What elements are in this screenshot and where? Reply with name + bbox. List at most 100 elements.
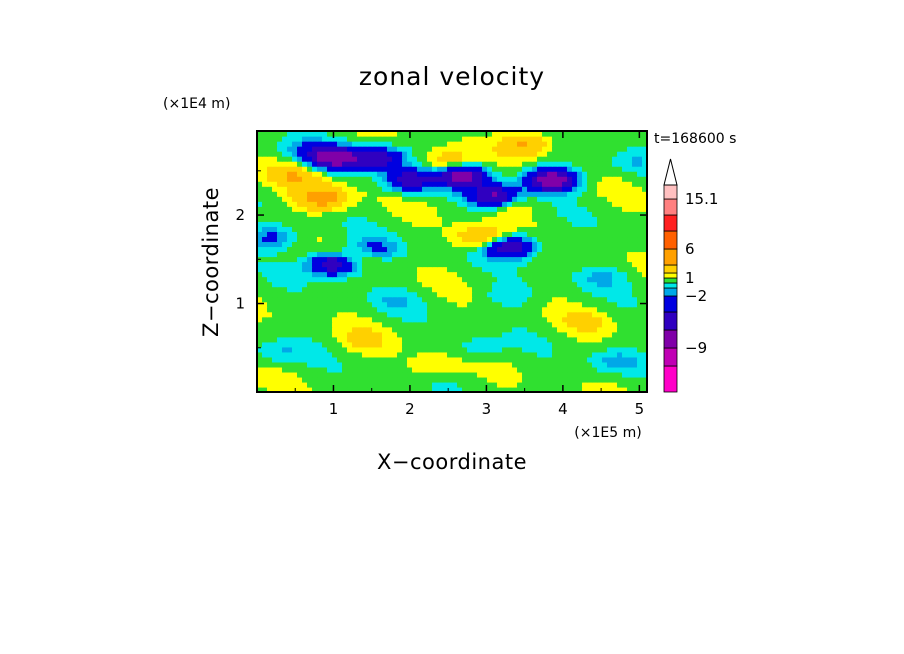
contour-cell — [362, 161, 368, 167]
contour-cell — [477, 186, 483, 192]
contour-cell — [492, 326, 498, 333]
contour-cell — [287, 141, 293, 147]
contour-cell — [622, 356, 628, 363]
contour-cell — [277, 286, 283, 293]
contour-cell — [567, 136, 573, 142]
contour-cell — [342, 181, 348, 187]
contour-cell — [457, 256, 463, 263]
contour-cell — [482, 306, 488, 313]
contour-cell — [487, 371, 493, 378]
contour-cell — [437, 211, 443, 217]
contour-cell — [637, 381, 643, 388]
contour-cell — [562, 231, 568, 238]
contour-cell — [557, 226, 563, 232]
contour-cell — [432, 251, 438, 258]
contour-cell — [402, 311, 408, 318]
contour-cell — [397, 246, 403, 253]
contour-cell — [537, 326, 543, 333]
contour-cell — [492, 176, 498, 182]
contour-cell — [397, 381, 403, 388]
contour-cell — [262, 151, 268, 157]
contour-cell — [452, 176, 458, 182]
contour-cell — [467, 331, 473, 338]
contour-cell — [542, 246, 548, 253]
contour-cell — [517, 151, 523, 157]
contour-cell — [532, 286, 538, 293]
contour-cell — [382, 386, 388, 392]
contour-cell — [402, 241, 408, 248]
contour-cell — [587, 156, 593, 162]
contour-cell — [507, 261, 513, 268]
contour-cell — [467, 281, 473, 288]
contour-cell — [407, 311, 413, 318]
contour-cell — [297, 191, 303, 197]
contour-cell — [482, 361, 488, 368]
contour-cell — [512, 196, 518, 202]
contour-cell — [307, 141, 313, 147]
contour-cell — [357, 261, 363, 268]
contour-cell — [267, 261, 273, 268]
contour-cell — [377, 316, 383, 323]
contour-cell — [317, 331, 323, 338]
contour-cell — [627, 336, 633, 343]
contour-cell — [547, 266, 553, 273]
contour-cell — [477, 216, 483, 222]
contour-cell — [612, 236, 618, 243]
contour-cell — [312, 351, 318, 358]
contour-cell — [432, 366, 438, 373]
contour-cell — [347, 131, 353, 137]
contour-cell — [522, 361, 528, 368]
contour-cell — [497, 326, 503, 333]
contour-cell — [362, 201, 368, 207]
contour-cell — [297, 376, 303, 383]
contour-cell — [312, 206, 318, 212]
contour-cell — [262, 216, 268, 222]
contour-cell — [512, 366, 518, 373]
contour-cell — [427, 331, 433, 338]
contour-cell — [367, 161, 373, 167]
contour-cell — [562, 366, 568, 373]
contour-cell — [577, 241, 583, 248]
contour-cell — [512, 256, 518, 263]
contour-cell — [347, 351, 353, 358]
contour-cell — [422, 211, 428, 217]
contour-cell — [612, 151, 618, 157]
contour-cell — [292, 356, 298, 363]
contour-cell — [627, 196, 633, 202]
contour-cell — [517, 136, 523, 142]
contour-cell — [537, 261, 543, 268]
contour-cell — [427, 216, 433, 222]
contour-cell — [537, 301, 543, 308]
contour-cell — [602, 241, 608, 248]
contour-cell — [342, 196, 348, 202]
contour-cell — [427, 131, 433, 137]
contour-cell — [467, 386, 473, 392]
contour-cell — [347, 281, 353, 288]
contour-cell — [442, 301, 448, 308]
contour-cell — [642, 181, 647, 187]
contour-cell — [402, 261, 408, 268]
contour-cell — [372, 246, 378, 253]
contour-cell — [457, 336, 463, 343]
contour-cell — [612, 381, 618, 388]
contour-cell — [372, 286, 378, 293]
contour-cell — [452, 226, 458, 232]
contour-cell — [607, 311, 613, 318]
y-tick-label: 2 — [235, 206, 245, 224]
contour-cell — [302, 351, 308, 358]
contour-cell — [582, 251, 588, 258]
contour-cell — [257, 361, 263, 368]
contour-cell — [442, 191, 448, 197]
contour-cell — [452, 196, 458, 202]
contour-cell — [587, 326, 593, 333]
contour-cell — [457, 181, 463, 187]
contour-cell — [327, 376, 333, 383]
contour-cell — [492, 361, 498, 368]
contour-cell — [627, 231, 633, 238]
contour-cell — [327, 366, 333, 373]
contour-cell — [617, 251, 623, 258]
contour-cell — [552, 311, 558, 318]
contour-cell — [427, 386, 433, 392]
contour-cell — [302, 251, 308, 258]
contour-cell — [512, 216, 518, 222]
